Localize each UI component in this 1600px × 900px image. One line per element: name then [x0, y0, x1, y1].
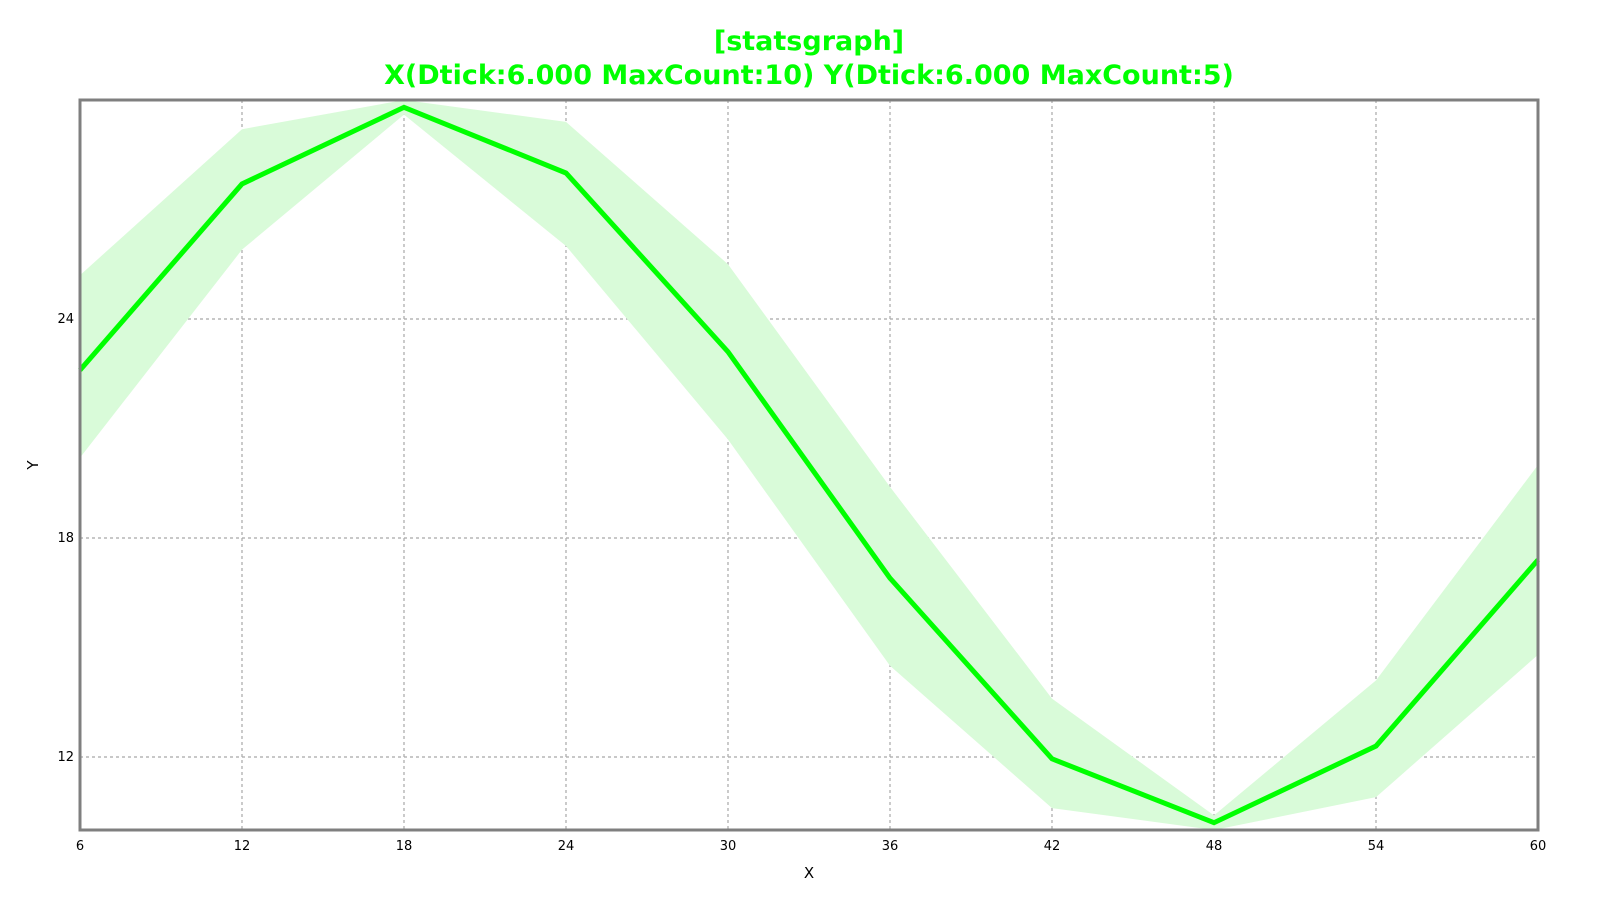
x-tick-label: 36 — [882, 839, 899, 854]
x-tick-label: 12 — [234, 839, 251, 854]
x-tick-label: 30 — [720, 839, 737, 854]
series-line — [78, 104, 1540, 826]
x-tick-label: 54 — [1368, 839, 1385, 854]
x-tick-label: 60 — [1530, 839, 1547, 854]
y-tick-label: 24 — [57, 312, 74, 327]
plot-frame — [78, 98, 1540, 832]
chart-subtitle: X(Dtick:6.000 MaxCount:10) Y(Dtick:6.000… — [384, 60, 1234, 91]
y-axis-label: Y — [24, 460, 42, 471]
x-tick-label: 6 — [76, 839, 84, 854]
series-line-layer — [78, 104, 1540, 826]
y-tick-labels: 12 18 24 — [57, 312, 74, 765]
y-tick-label: 18 — [57, 531, 74, 546]
x-tick-label: 18 — [396, 839, 413, 854]
y-tick-label: 12 — [57, 750, 74, 765]
x-tick-label: 24 — [558, 839, 575, 854]
x-tick-label: 42 — [1044, 839, 1061, 854]
chart-title: [statsgraph] — [714, 26, 904, 57]
x-tick-labels: 6 12 18 24 30 36 42 48 54 60 — [76, 839, 1546, 854]
x-tick-label: 48 — [1206, 839, 1223, 854]
x-axis-label: X — [804, 864, 814, 882]
